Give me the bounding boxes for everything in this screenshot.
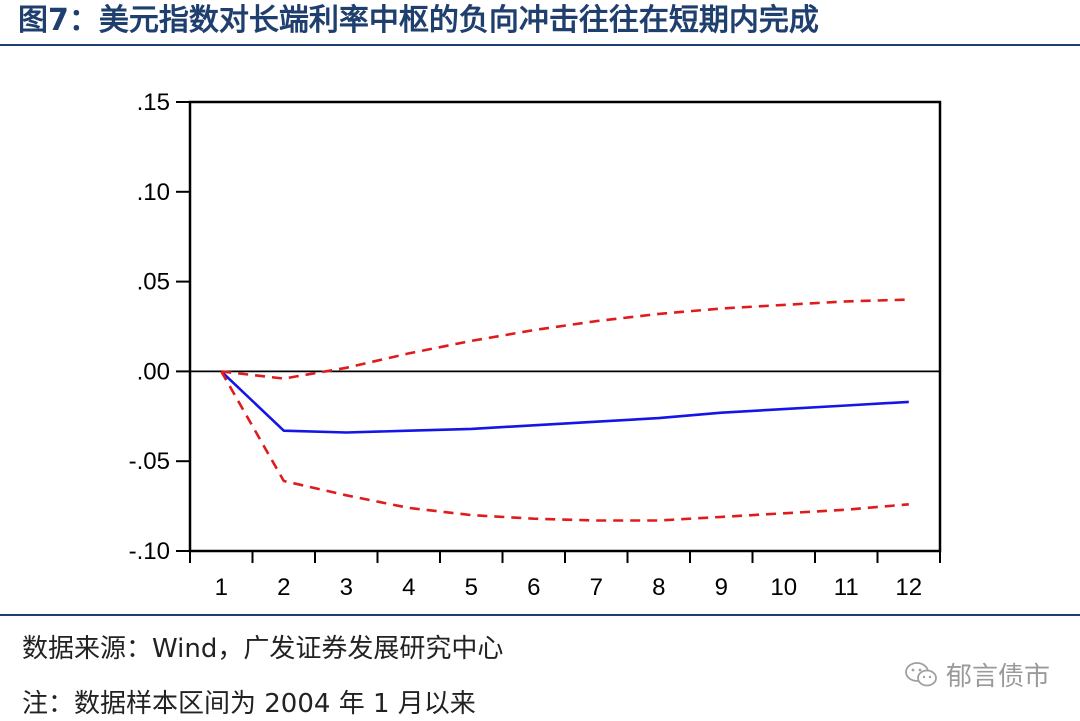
y-tick-label: .05 — [137, 269, 170, 296]
response-line — [220, 370, 909, 434]
watermark: 郁言债市 — [904, 656, 1050, 693]
footer-divider — [0, 614, 1080, 616]
wechat-icon — [905, 661, 937, 686]
x-tick-label: 3 — [340, 574, 353, 601]
watermark-text: 郁言债市 — [945, 662, 1050, 692]
y-tick-label: .10 — [137, 179, 170, 206]
y-tick-label: .15 — [137, 89, 170, 116]
lower-band-line — [220, 370, 909, 522]
line-chart: -.10-.05.00.05.10.151 2 3 4 5 6 7 8 9 10 11 12 — [129, 89, 942, 601]
source-note: 数据来源：Wind，广发证券发展研究中心 — [22, 634, 504, 664]
title-divider — [0, 44, 1080, 46]
x-tick-label: 9 — [715, 574, 728, 601]
x-tick-label: 6 — [527, 574, 540, 601]
x-tick-label: 8 — [652, 574, 665, 601]
x-tick-label: 7 — [590, 574, 603, 601]
x-tick-label: 2 — [277, 574, 290, 601]
x-tick-label: 10 — [770, 574, 797, 601]
y-tick-label: -.05 — [129, 448, 170, 475]
x-tick-label: 12 — [895, 574, 922, 601]
x-tick-label: 5 — [465, 574, 478, 601]
x-tick-label: 4 — [402, 574, 415, 601]
figure-title: 图7：美元指数对长端利率中枢的负向冲击往往在短期内完成 — [18, 3, 819, 38]
x-tick-label: 11 — [834, 574, 859, 601]
upper-band-line — [221, 298, 909, 380]
x-tick-label: 1 — [215, 574, 228, 601]
y-tick-label: -.10 — [129, 538, 170, 565]
y-tick-label: .00 — [137, 358, 170, 385]
sample-note: 注：数据样本区间为 2004 年 1 月以来 — [22, 689, 476, 719]
